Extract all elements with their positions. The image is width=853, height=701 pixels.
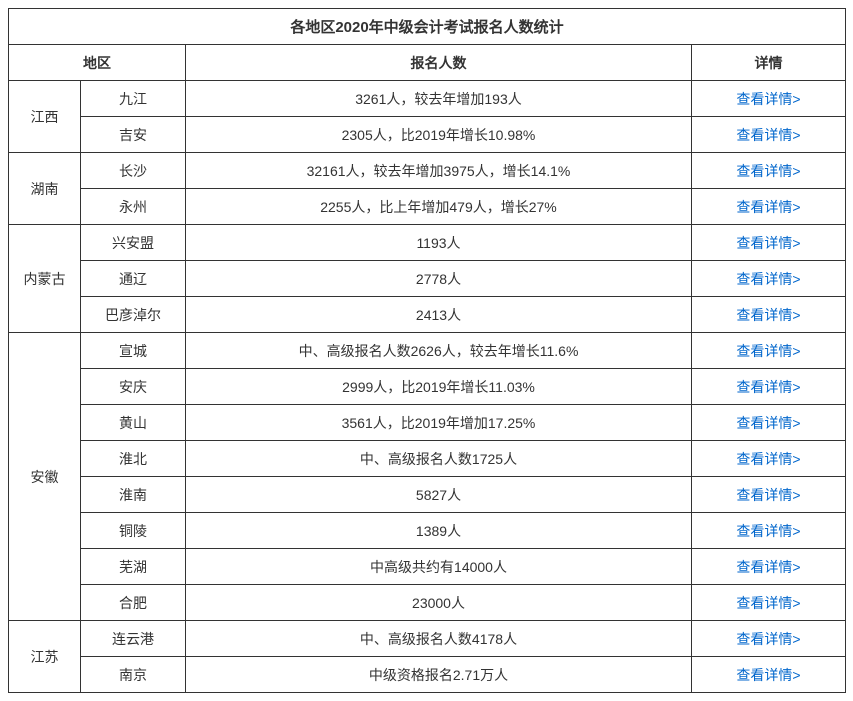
table-row: 黄山3561人，比2019年增加17.25% 查看详情>	[9, 405, 846, 441]
table-row: 巴彦淖尔2413人 查看详情>	[9, 297, 846, 333]
detail-cell: 查看详情>	[692, 513, 846, 549]
count-cell: 2999人，比2019年增长11.03%	[186, 369, 692, 405]
header-region: 地区	[9, 45, 186, 81]
view-detail-link[interactable]: 查看详情>	[736, 271, 800, 287]
detail-cell: 查看详情>	[692, 297, 846, 333]
detail-cell: 查看详情>	[692, 585, 846, 621]
view-detail-link[interactable]: 查看详情>	[736, 91, 800, 107]
detail-cell: 查看详情>	[692, 405, 846, 441]
table-row: 内蒙古兴安盟1193人查看详情>	[9, 225, 846, 261]
count-cell: 中高级共约有14000人	[186, 549, 692, 585]
city-cell: 芜湖	[81, 549, 186, 585]
view-detail-link[interactable]: 查看详情>	[736, 235, 800, 251]
view-detail-link[interactable]: 查看详情>	[736, 631, 800, 647]
detail-cell: 查看详情>	[692, 261, 846, 297]
header-count: 报名人数	[186, 45, 692, 81]
table-row: 铜陵1389人 查看详情>	[9, 513, 846, 549]
header-detail: 详情	[692, 45, 846, 81]
detail-cell: 查看详情>	[692, 225, 846, 261]
city-cell: 安庆	[81, 369, 186, 405]
table-row: 江西九江3261人，较去年增加193人查看详情>	[9, 81, 846, 117]
table-row: 湖南长沙32161人，较去年增加3975人，增长14.1%查看详情>	[9, 153, 846, 189]
province-cell: 江西	[9, 81, 81, 153]
count-cell: 5827人	[186, 477, 692, 513]
table-row: 安徽宣城中、高级报名人数2626人，较去年增长11.6%查看详情>	[9, 333, 846, 369]
city-cell: 淮南	[81, 477, 186, 513]
city-cell: 吉安	[81, 117, 186, 153]
city-cell: 宣城	[81, 333, 186, 369]
view-detail-link[interactable]: 查看详情>	[736, 343, 800, 359]
detail-cell: 查看详情>	[692, 477, 846, 513]
province-cell: 江苏	[9, 621, 81, 693]
detail-cell: 查看详情>	[692, 369, 846, 405]
detail-cell: 查看详情>	[692, 81, 846, 117]
detail-cell: 查看详情>	[692, 333, 846, 369]
table-row: 芜湖中高级共约有14000人 查看详情>	[9, 549, 846, 585]
detail-cell: 查看详情>	[692, 441, 846, 477]
view-detail-link[interactable]: 查看详情>	[736, 595, 800, 611]
table-row: 淮南5827人 查看详情>	[9, 477, 846, 513]
city-cell: 巴彦淖尔	[81, 297, 186, 333]
table-row: 合肥23000人 查看详情>	[9, 585, 846, 621]
count-cell: 1389人	[186, 513, 692, 549]
city-cell: 黄山	[81, 405, 186, 441]
view-detail-link[interactable]: 查看详情>	[736, 415, 800, 431]
detail-cell: 查看详情>	[692, 117, 846, 153]
table-row: 通辽2778人 查看详情>	[9, 261, 846, 297]
detail-cell: 查看详情>	[692, 153, 846, 189]
detail-cell: 查看详情>	[692, 621, 846, 657]
view-detail-link[interactable]: 查看详情>	[736, 199, 800, 215]
count-cell: 3261人，较去年增加193人	[186, 81, 692, 117]
count-cell: 2413人	[186, 297, 692, 333]
count-cell: 中、高级报名人数4178人	[186, 621, 692, 657]
view-detail-link[interactable]: 查看详情>	[736, 487, 800, 503]
city-cell: 南京	[81, 657, 186, 693]
province-cell: 内蒙古	[9, 225, 81, 333]
count-cell: 2778人	[186, 261, 692, 297]
city-cell: 合肥	[81, 585, 186, 621]
city-cell: 通辽	[81, 261, 186, 297]
table-title: 各地区2020年中级会计考试报名人数统计	[9, 9, 846, 45]
table-row: 永州2255人，比上年增加479人，增长27% 查看详情>	[9, 189, 846, 225]
count-cell: 中级资格报名2.71万人	[186, 657, 692, 693]
city-cell: 长沙	[81, 153, 186, 189]
table-row: 江苏连云港中、高级报名人数4178人查看详情>	[9, 621, 846, 657]
count-cell: 1193人	[186, 225, 692, 261]
city-cell: 九江	[81, 81, 186, 117]
province-cell: 安徽	[9, 333, 81, 621]
view-detail-link[interactable]: 查看详情>	[736, 163, 800, 179]
detail-cell: 查看详情>	[692, 189, 846, 225]
table-row: 淮北中、高级报名人数1725人 查看详情>	[9, 441, 846, 477]
detail-cell: 查看详情>	[692, 549, 846, 585]
city-cell: 永州	[81, 189, 186, 225]
view-detail-link[interactable]: 查看详情>	[736, 667, 800, 683]
count-cell: 2305人，比2019年增长10.98%	[186, 117, 692, 153]
count-cell: 32161人，较去年增加3975人，增长14.1%	[186, 153, 692, 189]
detail-cell: 查看详情>	[692, 657, 846, 693]
view-detail-link[interactable]: 查看详情>	[736, 559, 800, 575]
city-cell: 兴安盟	[81, 225, 186, 261]
city-cell: 铜陵	[81, 513, 186, 549]
table-row: 吉安2305人，比2019年增长10.98% 查看详情>	[9, 117, 846, 153]
view-detail-link[interactable]: 查看详情>	[736, 127, 800, 143]
table-row: 安庆2999人，比2019年增长11.03% 查看详情>	[9, 369, 846, 405]
view-detail-link[interactable]: 查看详情>	[736, 307, 800, 323]
city-cell: 连云港	[81, 621, 186, 657]
view-detail-link[interactable]: 查看详情>	[736, 379, 800, 395]
count-cell: 中、高级报名人数1725人	[186, 441, 692, 477]
count-cell: 23000人	[186, 585, 692, 621]
count-cell: 中、高级报名人数2626人，较去年增长11.6%	[186, 333, 692, 369]
view-detail-link[interactable]: 查看详情>	[736, 451, 800, 467]
count-cell: 3561人，比2019年增加17.25%	[186, 405, 692, 441]
province-cell: 湖南	[9, 153, 81, 225]
city-cell: 淮北	[81, 441, 186, 477]
table-row: 南京中级资格报名2.71万人 查看详情>	[9, 657, 846, 693]
count-cell: 2255人，比上年增加479人，增长27%	[186, 189, 692, 225]
view-detail-link[interactable]: 查看详情>	[736, 523, 800, 539]
registration-stats-table: 各地区2020年中级会计考试报名人数统计 地区 报名人数 详情 江西九江3261…	[8, 8, 846, 693]
